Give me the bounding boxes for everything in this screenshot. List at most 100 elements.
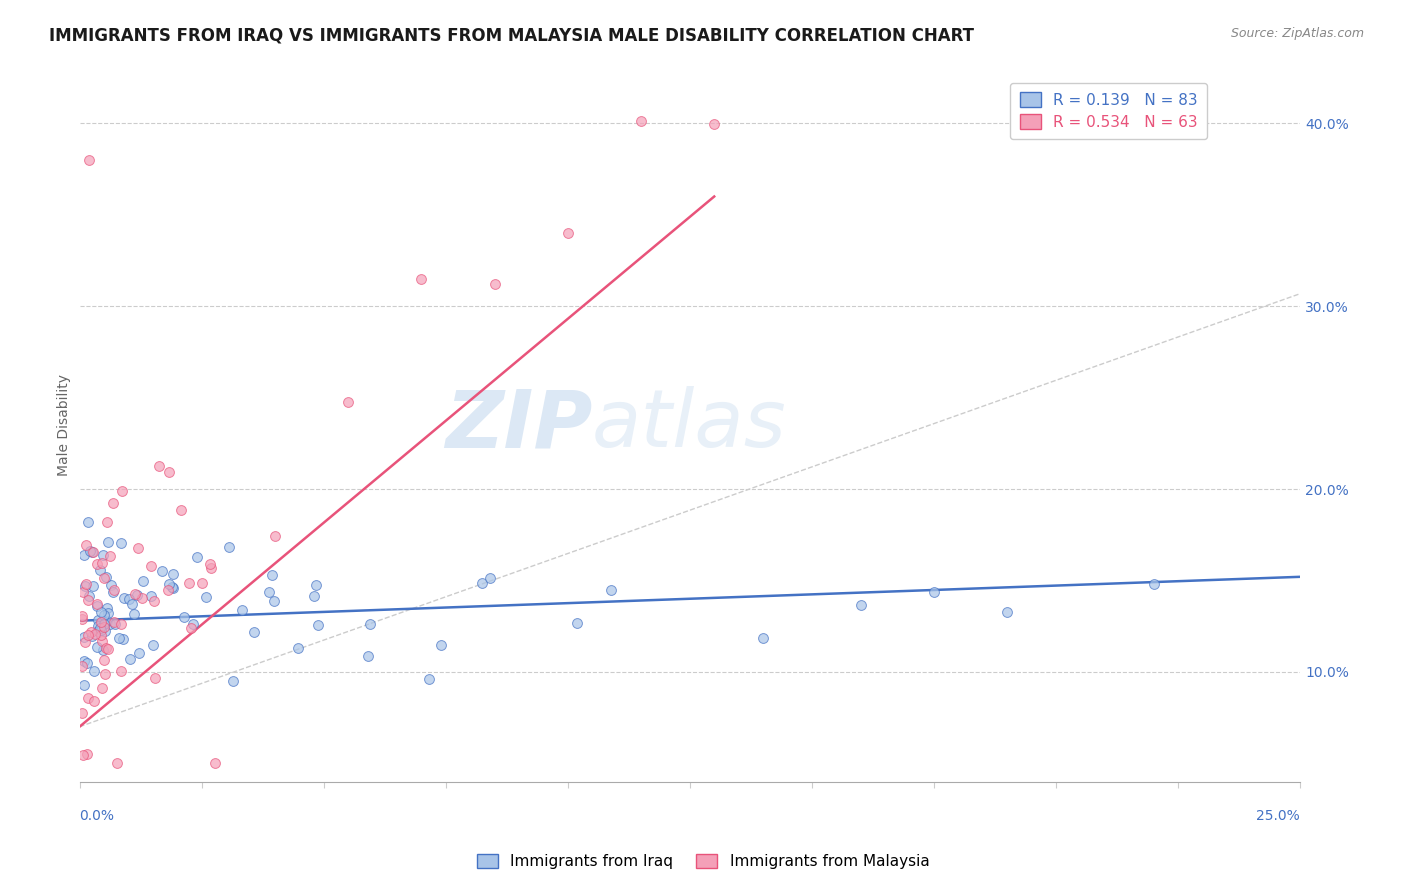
Point (86, 619, 108, 633)
Point (191, 575, 214, 590)
Point (139, 589, 162, 603)
Point (76, 747, 98, 761)
Point (173, 610, 195, 624)
Point (122, 607, 145, 622)
Point (77, 515, 100, 529)
Point (97, 641, 120, 656)
Point (100, 578, 122, 592)
Point (145, 672, 167, 686)
Point (79, 544, 101, 558)
Point (90, 628, 112, 642)
Point (600, 582, 623, 597)
Point (101, 496, 124, 510)
Point (90, 634, 112, 648)
Point (162, 581, 184, 595)
Point (307, 618, 329, 632)
Point (70, 706, 93, 720)
Point (97, 535, 120, 549)
Point (181, 616, 204, 631)
Point (118, 652, 141, 666)
Point (86, 557, 108, 571)
Point (849, 598, 872, 612)
Point (357, 649, 380, 664)
Point (112, 591, 135, 606)
Point (222, 674, 245, 689)
Legend: R = 0.139   N = 83, R = 0.534   N = 63: R = 0.139 N = 83, R = 0.534 N = 63 (1011, 83, 1206, 139)
Point (108, 631, 131, 645)
Point (76, 690, 98, 705)
Point (110, 617, 132, 632)
Point (177, 576, 200, 591)
Point (93, 620, 115, 634)
Point (86, 624, 108, 638)
Point (305, 578, 328, 592)
Point (93, 653, 115, 667)
Point (103, 583, 125, 598)
Point (80, 545, 103, 559)
Point (995, 605, 1018, 619)
Point (218, 541, 240, 555)
Point (76, 628, 98, 642)
Text: 25.0%: 25.0% (1257, 809, 1301, 823)
Point (411, 272, 433, 286)
Point (96, 600, 118, 615)
Point (471, 576, 494, 591)
Point (93, 617, 115, 632)
Point (478, 571, 501, 585)
Point (83, 694, 105, 708)
Point (565, 616, 588, 631)
Point (91, 617, 114, 632)
Point (263, 593, 285, 607)
Point (91, 642, 114, 657)
Point (194, 590, 217, 604)
Text: IMMIGRANTS FROM IRAQ VS IMMIGRANTS FROM MALAYSIA MALE DISABILITY CORRELATION CHA: IMMIGRANTS FROM IRAQ VS IMMIGRANTS FROM … (49, 27, 974, 45)
Point (87, 613, 110, 627)
Point (162, 566, 184, 581)
Y-axis label: Male Disability: Male Disability (58, 374, 72, 476)
Point (121, 597, 143, 611)
Point (75, 538, 97, 552)
Point (72, 584, 94, 599)
Point (110, 535, 132, 549)
Point (157, 582, 180, 597)
Point (150, 565, 173, 579)
Point (160, 580, 183, 594)
Point (157, 577, 180, 591)
Point (83, 664, 105, 678)
Point (1142, 577, 1164, 591)
Point (86, 640, 108, 655)
Point (118, 592, 141, 607)
Point (104, 617, 127, 632)
Point (98, 616, 121, 631)
Point (96, 614, 118, 628)
Point (90, 605, 112, 619)
Point (703, 117, 725, 131)
Point (77, 592, 100, 607)
Point (922, 585, 945, 599)
Point (127, 541, 149, 555)
Point (77, 589, 100, 603)
Point (94, 641, 117, 656)
Point (90, 681, 112, 695)
Point (70, 609, 93, 624)
Point (430, 638, 453, 652)
Point (260, 567, 283, 582)
Point (103, 615, 125, 629)
Point (96, 515, 118, 529)
Point (90, 623, 112, 637)
Point (73, 634, 96, 648)
Point (111, 483, 134, 498)
Point (90, 615, 112, 630)
Point (263, 529, 285, 543)
Point (98, 549, 121, 564)
Point (82, 629, 104, 643)
Point (752, 631, 775, 645)
Point (97, 606, 120, 620)
Point (231, 603, 253, 617)
Point (89, 563, 111, 577)
Point (484, 277, 506, 291)
Point (75, 577, 97, 591)
Point (198, 557, 221, 571)
Point (159, 465, 181, 479)
Point (131, 591, 153, 605)
